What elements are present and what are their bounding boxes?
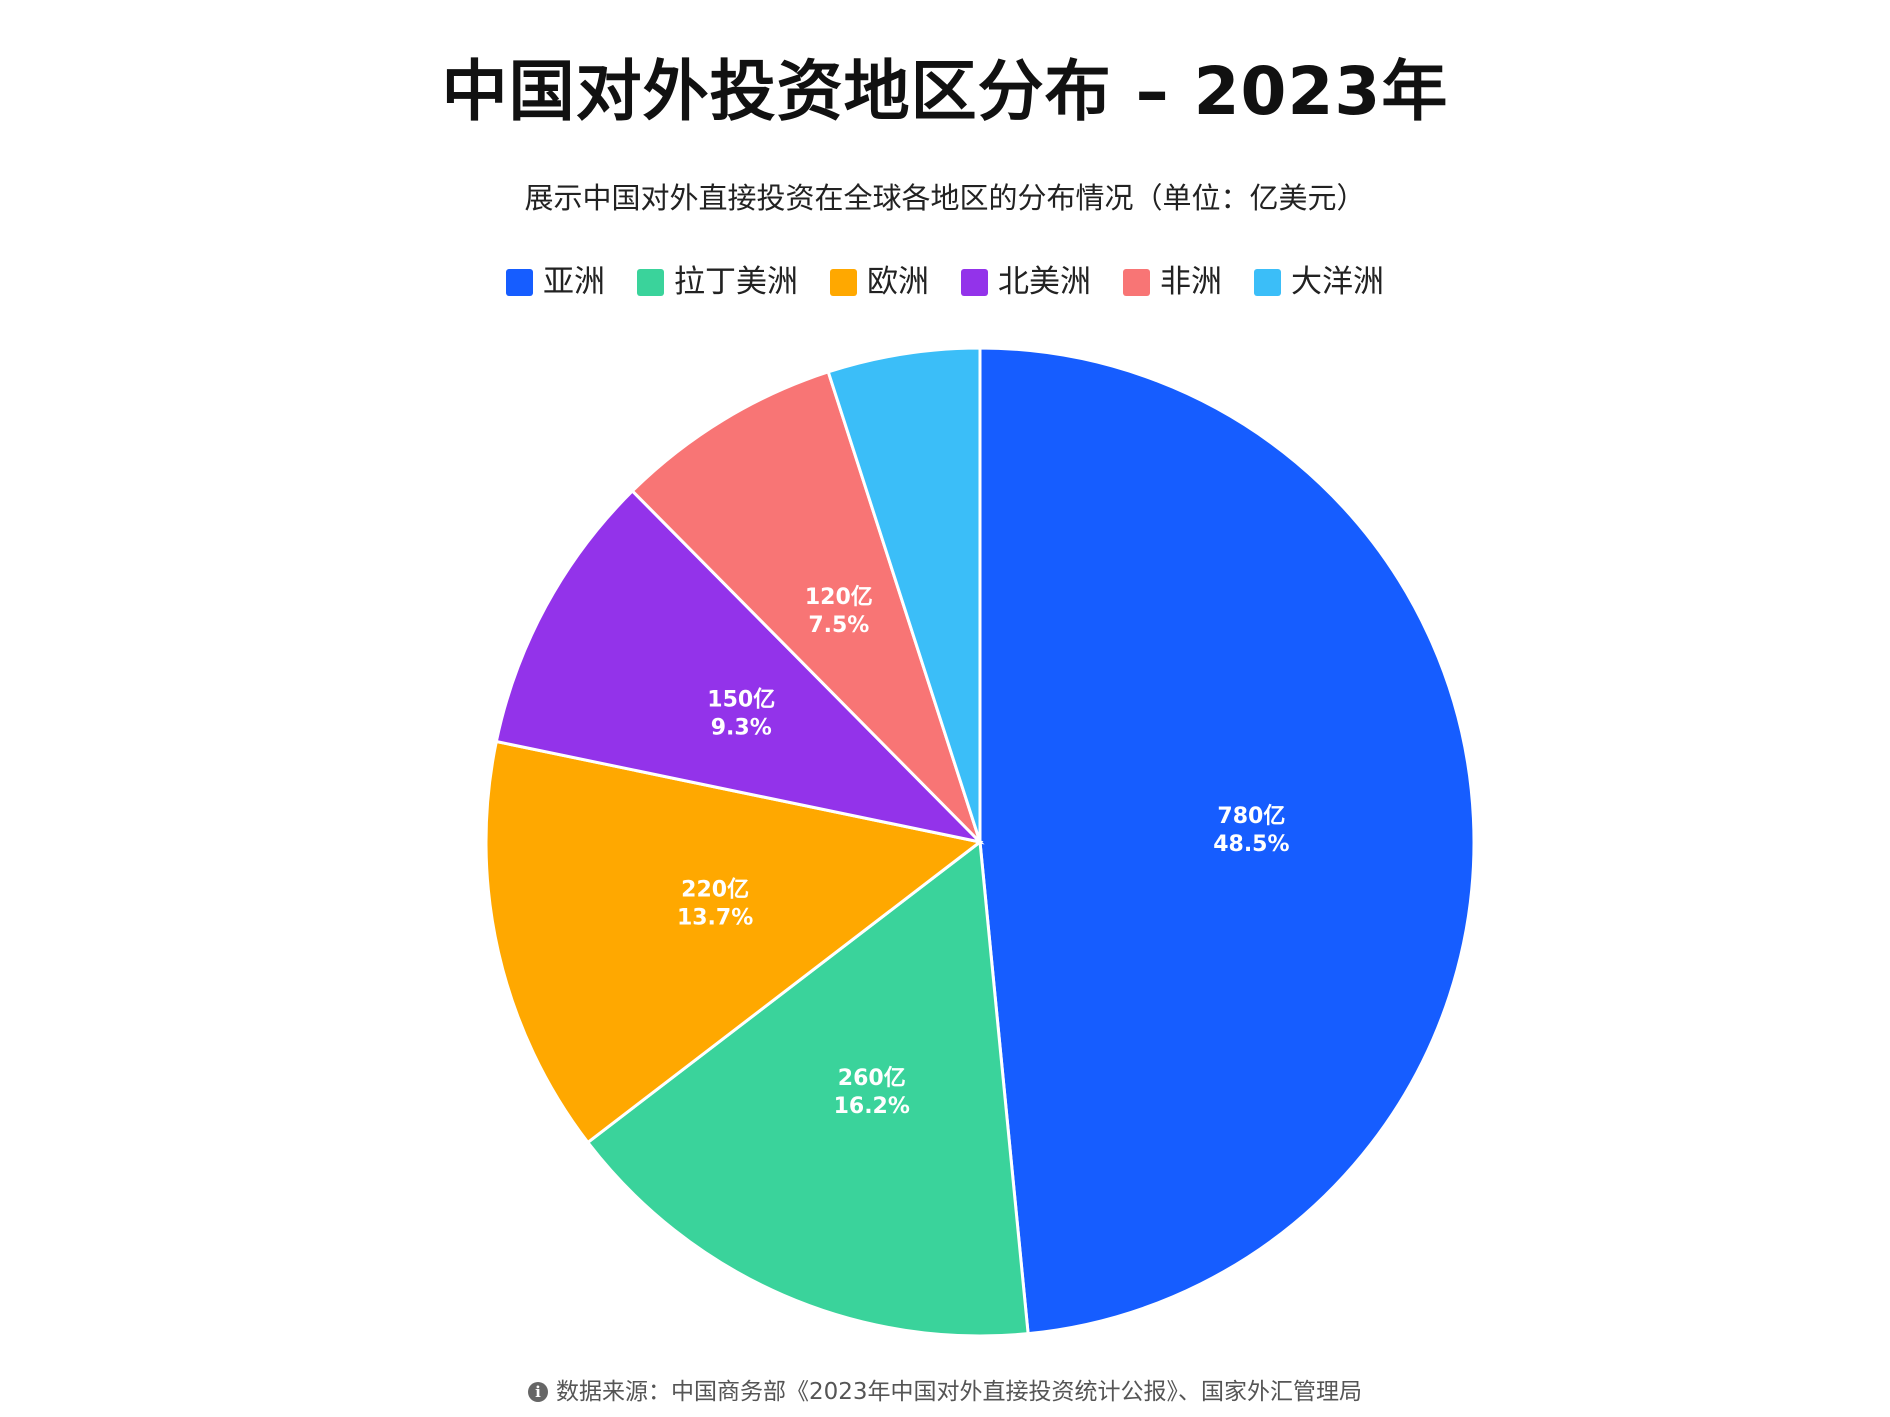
legend-label: 非洲: [1160, 264, 1222, 300]
data-source-note: i 数据来源：中国商务部《2023年中国对外直接投资统计公报》、国家外汇管理局: [0, 1376, 1890, 1408]
legend-label: 大洋洲: [1291, 264, 1384, 300]
pie-slice-europe[interactable]: [484, 739, 984, 1145]
slice-value-label-africa: 120亿: [805, 585, 873, 610]
legend-label: 亚洲: [543, 264, 605, 300]
legend-item-oceania[interactable]: 大洋洲: [1254, 262, 1384, 302]
pie-slice-asia[interactable]: [978, 346, 1476, 1336]
legend-swatch: [830, 268, 857, 296]
chart-title: 中国对外投资地区分布 – 2023年: [441, 53, 1449, 130]
legend-label: 拉丁美洲: [674, 264, 798, 300]
slice-value-label-north-america: 150亿: [707, 687, 775, 712]
pie-slice-north-america[interactable]: [494, 488, 985, 845]
slice-percent-label-latin-america: 16.2%: [834, 1094, 910, 1119]
slice-value-label-asia: 780亿: [1217, 804, 1285, 829]
legend-swatch: [961, 268, 988, 296]
legend: 亚洲 拉丁美洲 欧洲 北美洲 非洲 大洋洲: [0, 262, 1890, 302]
slice-percent-label-europe: 13.7%: [677, 905, 753, 930]
slice-value-label-europe: 220亿: [681, 877, 749, 902]
slice-value-label-latin-america: 260亿: [838, 1066, 906, 1091]
legend-label: 北美洲: [998, 264, 1091, 300]
info-icon: i: [527, 1382, 548, 1402]
source-text: 数据来源：中国商务部《2023年中国对外直接投资统计公报》、国家外汇管理局: [555, 1379, 1363, 1405]
legend-item-africa[interactable]: 非洲: [1123, 262, 1222, 302]
pie-slice-latin-america[interactable]: [585, 839, 1030, 1338]
legend-item-latin-america[interactable]: 拉丁美洲: [637, 262, 798, 302]
legend-item-asia[interactable]: 亚洲: [506, 262, 605, 302]
legend-label: 欧洲: [867, 264, 929, 300]
slice-percent-label-north-america: 9.3%: [711, 715, 772, 740]
slice-percent-label-asia: 48.5%: [1213, 832, 1289, 857]
chart-subtitle: 展示中国对外直接投资在全球各地区的分布情况（单位：亿美元）: [524, 181, 1366, 215]
legend-swatch: [1123, 268, 1150, 296]
pie-slice-oceania[interactable]: [826, 346, 982, 843]
legend-item-europe[interactable]: 欧洲: [830, 262, 929, 302]
slice-percent-label-africa: 7.5%: [808, 613, 869, 638]
legend-swatch: [1254, 268, 1281, 296]
pie-slice-africa[interactable]: [630, 369, 982, 844]
legend-swatch: [637, 268, 664, 296]
legend-item-north-america[interactable]: 北美洲: [961, 262, 1091, 302]
legend-swatch: [506, 268, 533, 296]
